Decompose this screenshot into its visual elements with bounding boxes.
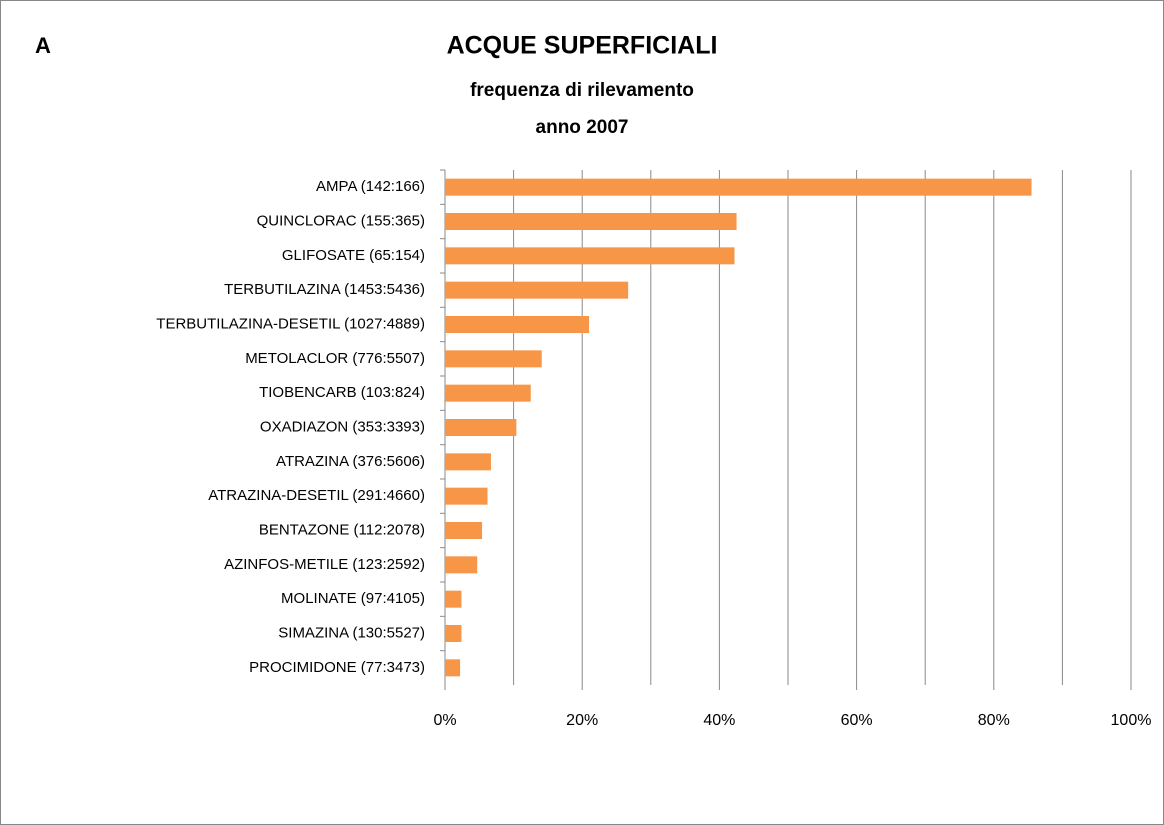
y-tick-label: AZINFOS-METILE (123:2592) bbox=[224, 556, 425, 573]
panel-label: A bbox=[35, 33, 51, 58]
chart-subtitle: anno 2007 bbox=[536, 117, 629, 138]
x-tick-label: 60% bbox=[841, 712, 873, 729]
bar bbox=[445, 659, 461, 677]
x-tick-label: 20% bbox=[566, 712, 598, 729]
y-tick-label: TIOBENCARB (103:824) bbox=[259, 384, 425, 401]
x-tick-label: 80% bbox=[978, 712, 1010, 729]
y-tick-label: SIMAZINA (130:5527) bbox=[278, 624, 425, 641]
bar bbox=[445, 556, 478, 574]
y-tick-label: TERBUTILAZINA (1453:5436) bbox=[224, 281, 425, 298]
bar bbox=[445, 178, 1032, 196]
y-tick-label: GLIFOSATE (65:154) bbox=[282, 247, 425, 264]
x-tick-label: 40% bbox=[703, 712, 735, 729]
chart-title: ACQUE SUPERFICIALI bbox=[447, 32, 718, 60]
y-tick-label: QUINCLORAC (155:365) bbox=[257, 212, 425, 229]
x-tick-label: 100% bbox=[1111, 712, 1152, 729]
bar bbox=[445, 247, 735, 265]
bar bbox=[445, 453, 491, 471]
bar bbox=[445, 487, 488, 505]
y-tick-label: TERBUTILAZINA-DESETIL (1027:4889) bbox=[156, 315, 425, 332]
bar bbox=[445, 625, 462, 642]
y-tick-label: OXADIAZON (353:3393) bbox=[260, 418, 425, 435]
bar bbox=[445, 213, 737, 230]
y-tick-label: PROCIMIDONE (77:3473) bbox=[249, 659, 425, 676]
y-tick-label: METOLACLOR (776:5507) bbox=[245, 350, 425, 367]
y-tick-label: ATRAZINA (376:5606) bbox=[276, 453, 425, 470]
bar bbox=[445, 590, 462, 608]
bar bbox=[445, 350, 542, 368]
y-tick-label: ATRAZINA-DESETIL (291:4660) bbox=[208, 487, 425, 504]
bar bbox=[445, 316, 590, 333]
bar bbox=[445, 281, 629, 299]
bar bbox=[445, 522, 483, 539]
chart-subtitle: frequenza di rilevamento bbox=[470, 80, 694, 101]
y-tick-label: AMPA (142:166) bbox=[316, 178, 425, 195]
bar bbox=[445, 419, 517, 436]
y-tick-label: BENTAZONE (112:2078) bbox=[259, 521, 425, 538]
y-tick-label: MOLINATE (97:4105) bbox=[281, 590, 425, 607]
bar bbox=[445, 384, 531, 402]
x-tick-label: 0% bbox=[433, 712, 456, 729]
